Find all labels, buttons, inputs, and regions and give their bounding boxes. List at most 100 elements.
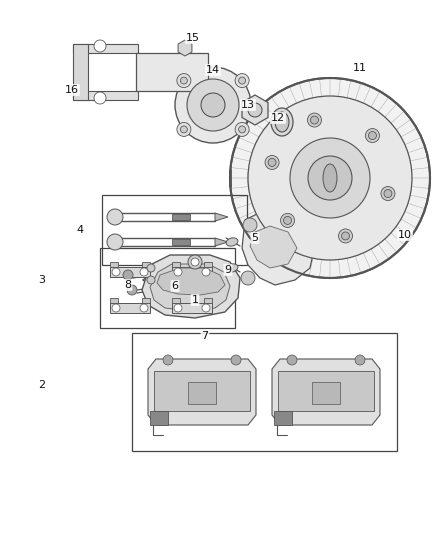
Text: 10: 10 bbox=[398, 230, 412, 240]
Circle shape bbox=[243, 218, 257, 232]
Circle shape bbox=[307, 113, 321, 127]
Text: 11: 11 bbox=[353, 63, 367, 73]
Bar bbox=[100, 248, 235, 328]
Text: 12: 12 bbox=[271, 113, 285, 123]
Polygon shape bbox=[215, 213, 228, 221]
Polygon shape bbox=[142, 262, 150, 267]
Bar bbox=[188, 382, 216, 404]
Circle shape bbox=[107, 234, 123, 250]
Polygon shape bbox=[172, 262, 180, 267]
Polygon shape bbox=[242, 95, 268, 125]
Circle shape bbox=[112, 268, 120, 276]
Polygon shape bbox=[110, 303, 150, 313]
Polygon shape bbox=[157, 268, 225, 295]
Circle shape bbox=[241, 271, 255, 285]
Text: 3: 3 bbox=[39, 275, 46, 285]
Polygon shape bbox=[110, 262, 118, 267]
Text: 7: 7 bbox=[201, 331, 208, 341]
Polygon shape bbox=[148, 359, 256, 425]
Circle shape bbox=[177, 74, 191, 87]
Circle shape bbox=[188, 255, 202, 269]
Circle shape bbox=[235, 123, 249, 136]
Ellipse shape bbox=[275, 112, 289, 132]
Polygon shape bbox=[154, 371, 250, 411]
Circle shape bbox=[94, 40, 106, 52]
Polygon shape bbox=[142, 255, 240, 318]
Polygon shape bbox=[215, 238, 228, 246]
Circle shape bbox=[175, 67, 251, 143]
Polygon shape bbox=[73, 44, 138, 53]
Circle shape bbox=[283, 216, 292, 224]
Circle shape bbox=[384, 190, 392, 198]
Text: 15: 15 bbox=[186, 33, 200, 43]
Circle shape bbox=[268, 158, 276, 166]
Polygon shape bbox=[178, 40, 192, 56]
Circle shape bbox=[187, 79, 239, 131]
Circle shape bbox=[342, 232, 350, 240]
Circle shape bbox=[174, 268, 182, 276]
Polygon shape bbox=[272, 359, 380, 425]
Circle shape bbox=[112, 304, 120, 312]
Circle shape bbox=[140, 304, 148, 312]
Text: 9: 9 bbox=[224, 265, 232, 275]
Circle shape bbox=[231, 355, 241, 365]
Bar bbox=[132, 333, 397, 451]
Circle shape bbox=[147, 264, 155, 272]
Circle shape bbox=[339, 229, 353, 243]
Bar bbox=[172, 214, 190, 220]
Polygon shape bbox=[150, 411, 168, 425]
Ellipse shape bbox=[323, 164, 337, 192]
Polygon shape bbox=[142, 298, 150, 303]
Circle shape bbox=[248, 103, 262, 117]
Circle shape bbox=[201, 93, 225, 117]
Polygon shape bbox=[73, 91, 138, 100]
Polygon shape bbox=[242, 210, 315, 285]
Circle shape bbox=[230, 78, 430, 278]
Circle shape bbox=[290, 138, 370, 218]
Polygon shape bbox=[172, 303, 212, 313]
Polygon shape bbox=[204, 298, 212, 303]
Circle shape bbox=[94, 92, 106, 104]
Circle shape bbox=[368, 132, 376, 140]
Circle shape bbox=[239, 77, 246, 84]
Ellipse shape bbox=[271, 108, 293, 136]
Circle shape bbox=[174, 304, 182, 312]
Circle shape bbox=[127, 285, 137, 295]
Circle shape bbox=[180, 77, 187, 84]
Text: 6: 6 bbox=[172, 281, 179, 291]
Text: 2: 2 bbox=[39, 380, 46, 390]
Circle shape bbox=[235, 74, 249, 87]
Circle shape bbox=[107, 209, 123, 225]
Circle shape bbox=[202, 304, 210, 312]
Text: 14: 14 bbox=[206, 65, 220, 75]
Circle shape bbox=[123, 270, 133, 280]
Polygon shape bbox=[73, 44, 88, 100]
Text: 8: 8 bbox=[124, 280, 131, 290]
Ellipse shape bbox=[226, 238, 238, 246]
Circle shape bbox=[177, 123, 191, 136]
Polygon shape bbox=[110, 267, 150, 277]
Text: 4: 4 bbox=[77, 225, 84, 235]
Circle shape bbox=[191, 258, 199, 266]
Bar bbox=[172, 239, 190, 245]
Circle shape bbox=[381, 187, 395, 200]
Circle shape bbox=[202, 268, 210, 276]
Polygon shape bbox=[204, 262, 212, 267]
Circle shape bbox=[180, 126, 187, 133]
Bar bbox=[312, 382, 340, 404]
Text: 13: 13 bbox=[241, 100, 255, 110]
Circle shape bbox=[281, 213, 295, 228]
Circle shape bbox=[163, 355, 173, 365]
Circle shape bbox=[248, 96, 412, 260]
Circle shape bbox=[365, 128, 379, 142]
Ellipse shape bbox=[226, 264, 238, 272]
Circle shape bbox=[311, 116, 318, 124]
Circle shape bbox=[265, 156, 279, 169]
Polygon shape bbox=[110, 298, 118, 303]
Circle shape bbox=[287, 355, 297, 365]
Bar bbox=[102, 195, 247, 265]
Text: 16: 16 bbox=[65, 85, 79, 95]
Circle shape bbox=[140, 268, 148, 276]
Circle shape bbox=[239, 126, 246, 133]
Circle shape bbox=[355, 355, 365, 365]
